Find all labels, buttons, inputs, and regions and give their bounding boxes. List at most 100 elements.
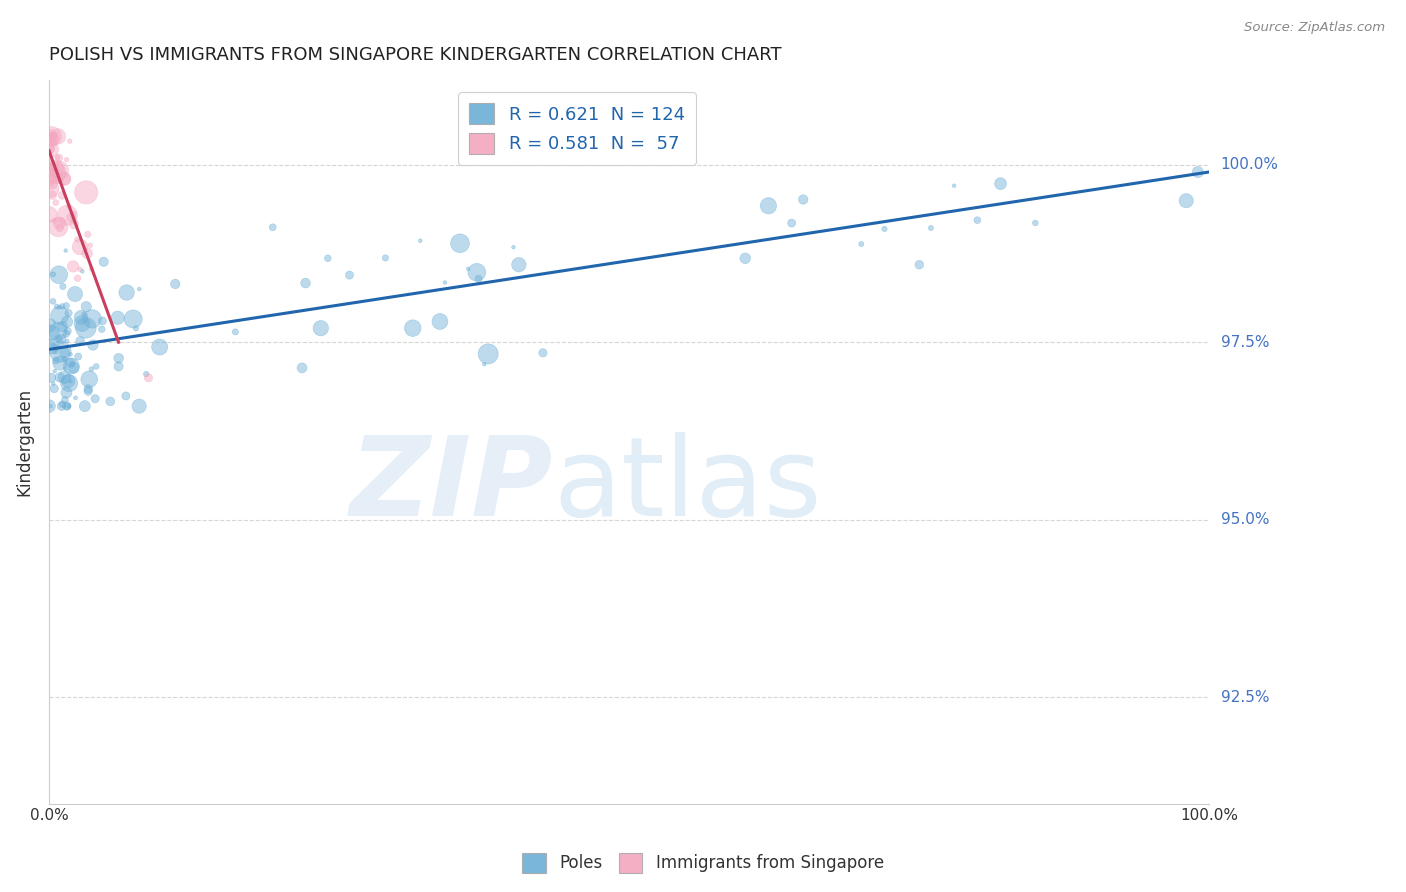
Point (44, 364, 66, 378)
Point (780, 216, 803, 230)
Point (51, 299, 73, 313)
Point (84, 392, 107, 406)
Point (429, 314, 451, 328)
Point (135, 367, 157, 381)
Point (55, 244, 77, 258)
Point (309, 321, 332, 335)
Point (45, 300, 67, 314)
Point (48, 216, 70, 230)
Point (792, 193, 814, 207)
Point (39, 129, 62, 144)
Point (55, 326, 77, 341)
Point (38, 159, 60, 173)
Point (39, 182, 62, 196)
Point (60, 357, 83, 371)
Point (56, 324, 79, 338)
Point (82, 338, 104, 352)
Point (46, 220, 69, 235)
Point (758, 199, 780, 213)
Point (39, 399, 62, 413)
Point (38, 142, 60, 156)
Point (39, 143, 62, 157)
Point (39, 177, 62, 191)
Point (46, 324, 69, 338)
Point (72, 264, 94, 278)
Point (58, 374, 80, 388)
Point (39, 335, 62, 350)
Point (49, 356, 72, 370)
Point (69, 240, 91, 254)
Point (79, 238, 101, 252)
Point (45, 163, 67, 178)
Point (39, 129, 62, 144)
Point (262, 220, 284, 235)
Point (138, 371, 160, 385)
Point (73, 399, 96, 413)
Point (433, 276, 456, 290)
Point (55, 385, 77, 400)
Text: 97.5%: 97.5% (1220, 334, 1270, 350)
Point (294, 276, 316, 290)
Point (943, 178, 966, 193)
Point (76, 227, 98, 242)
Point (125, 321, 148, 335)
Point (1187, 165, 1209, 179)
Point (45, 340, 67, 354)
Point (908, 258, 931, 272)
Point (46, 151, 69, 165)
Point (477, 347, 499, 361)
Point (59, 211, 82, 225)
Point (115, 389, 138, 403)
Point (58, 399, 80, 413)
Point (77, 382, 100, 396)
Point (39, 129, 62, 144)
Point (41, 188, 63, 202)
Point (62, 360, 84, 375)
Point (38, 207, 60, 221)
Point (58, 199, 80, 213)
Point (56, 399, 79, 413)
Point (45, 195, 67, 210)
Point (42, 294, 65, 309)
Point (80, 262, 103, 277)
Point (66, 271, 89, 285)
Point (48, 309, 70, 323)
Point (374, 251, 396, 265)
Point (59, 134, 82, 148)
Point (75, 321, 97, 335)
Point (59, 347, 82, 361)
Point (80, 362, 103, 376)
Point (122, 312, 145, 326)
Point (53, 370, 76, 384)
Point (734, 252, 756, 266)
Point (990, 177, 1012, 191)
Point (38, 141, 60, 155)
Point (82, 311, 104, 326)
Text: POLISH VS IMMIGRANTS FROM SINGAPORE KINDERGARTEN CORRELATION CHART: POLISH VS IMMIGRANTS FROM SINGAPORE KIND… (49, 46, 782, 64)
Point (59, 374, 82, 388)
Legend: Poles, Immigrants from Singapore: Poles, Immigrants from Singapore (516, 847, 890, 880)
Point (920, 221, 942, 235)
Point (42, 268, 65, 282)
Point (63, 207, 86, 221)
Point (502, 240, 524, 254)
Point (45, 344, 67, 359)
Point (291, 360, 314, 375)
Point (56, 399, 79, 413)
Legend: R = 0.621  N = 124, R = 0.581  N =  57: R = 0.621 N = 124, R = 0.581 N = 57 (458, 92, 696, 165)
Point (467, 271, 489, 285)
Point (58, 306, 80, 320)
Point (449, 236, 471, 251)
Point (98, 394, 121, 409)
Point (62, 212, 84, 227)
Point (51, 188, 73, 202)
Point (70, 310, 93, 325)
Point (48, 151, 70, 165)
Point (465, 265, 488, 279)
Point (966, 213, 988, 227)
Point (115, 285, 138, 300)
Point (224, 325, 246, 339)
Point (149, 340, 172, 354)
Point (42, 131, 65, 145)
Point (75, 186, 97, 200)
